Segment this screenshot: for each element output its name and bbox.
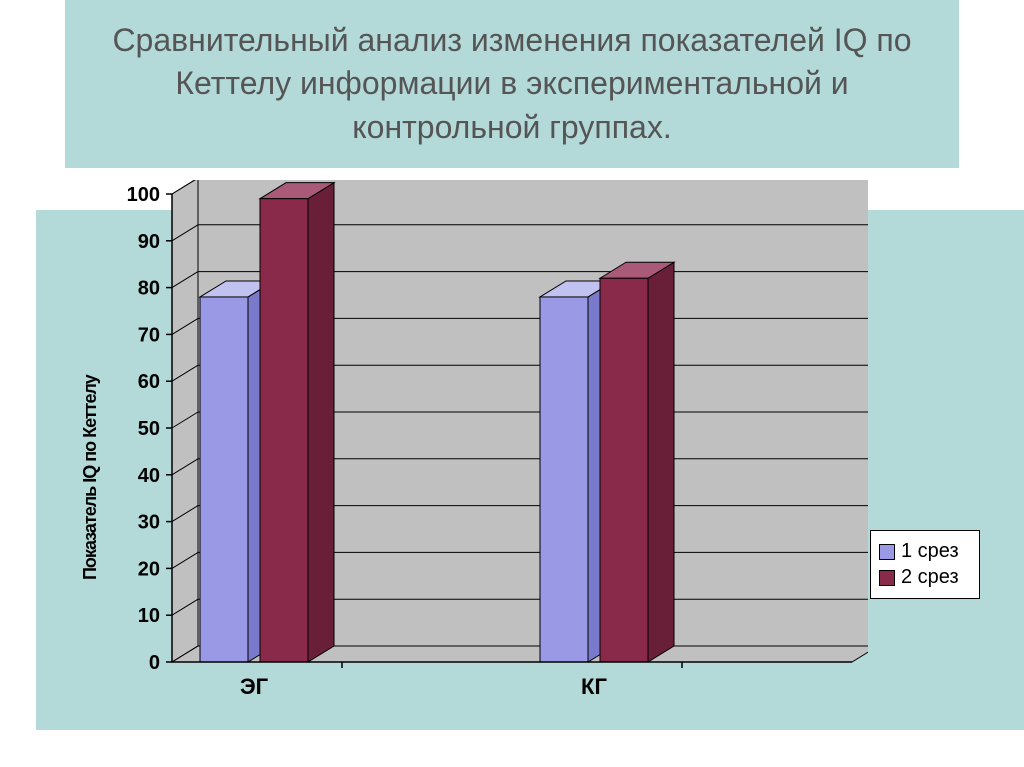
legend-label-2: 2 срез [901,566,959,589]
svg-text:0: 0 [149,652,160,674]
svg-text:30: 30 [138,512,160,534]
legend-swatch-1 [879,544,895,560]
legend: 1 срез 2 срез [870,530,980,599]
svg-text:20: 20 [138,558,160,580]
svg-text:80: 80 [138,278,160,300]
legend-item-series-2: 2 срез [879,566,971,589]
svg-text:КГ: КГ [581,674,607,699]
legend-label-1: 1 срез [901,540,959,563]
chart-area: Показатель IQ по Кеттелу 0 10 20 30 40 50 60 70… [50,180,980,740]
svg-text:90: 90 [138,231,160,253]
svg-text:10: 10 [138,605,160,627]
title-band: Сравнительный анализ изменения показател… [65,0,959,168]
chart-title: Сравнительный анализ изменения показател… [65,19,959,149]
y-axis-label: Показатель IQ по Кеттелу [80,375,101,580]
legend-item-series-1: 1 срез [879,540,971,563]
svg-text:100: 100 [127,184,160,206]
legend-swatch-2 [879,570,895,586]
svg-text:ЭГ: ЭГ [240,674,269,699]
svg-text:70: 70 [138,324,160,346]
svg-text:50: 50 [138,418,160,440]
svg-text:60: 60 [138,371,160,393]
svg-text:40: 40 [138,465,160,487]
bar-chart-svg: 0 10 20 30 40 50 60 70 80 90 100 ЭГ КГ [108,180,868,740]
